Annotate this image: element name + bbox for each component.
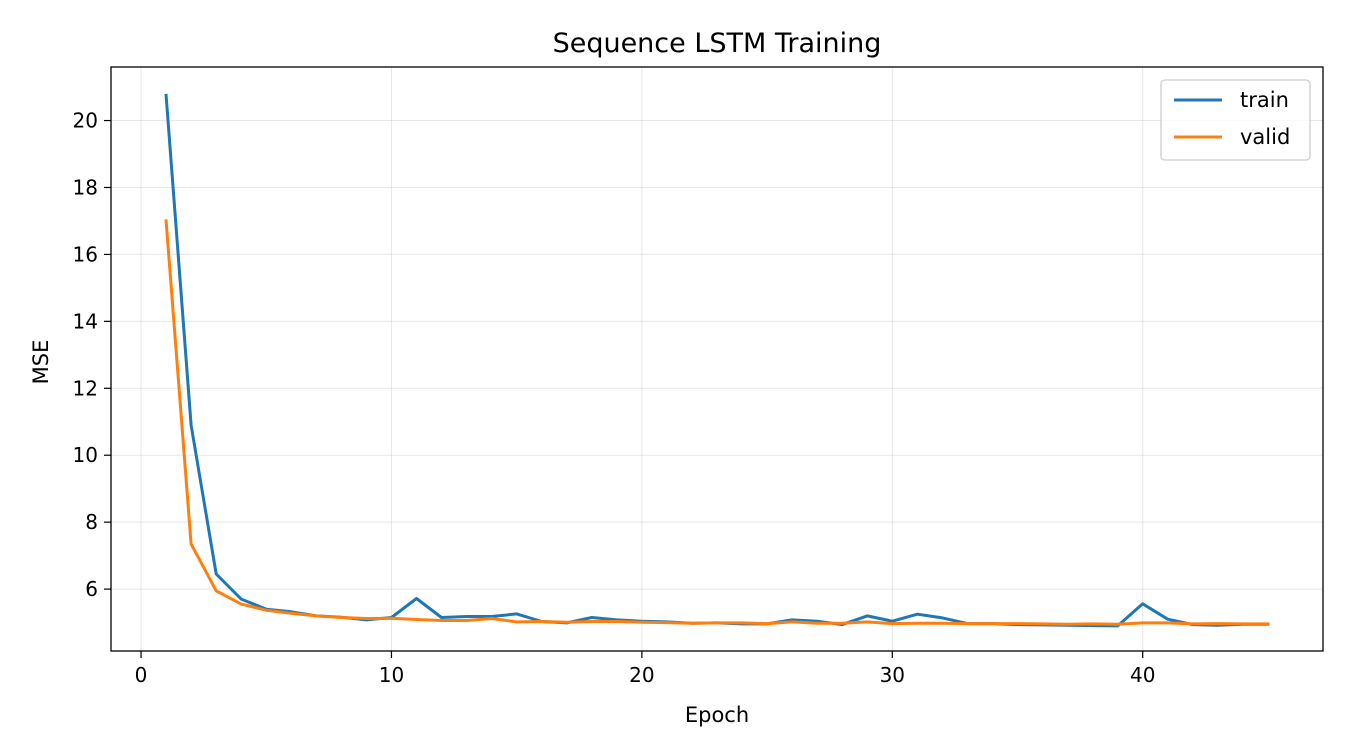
legend-valid-label: valid [1240,125,1290,149]
x-tick-label: 40 [1130,663,1155,687]
series-line-train [164,93,1270,628]
y-tick-label: 12 [73,376,98,400]
x-tick-label: 10 [379,663,404,687]
grid-layer [111,67,1323,651]
y-tick-label: 10 [73,443,98,467]
x-tick-label: 30 [880,663,905,687]
tick-layer: 0 10 20 30 40 6 8 10 12 14 16 18 20 [73,109,1156,687]
y-axis-label: MSE [29,340,53,385]
legend-train-label: train [1240,88,1289,112]
x-tick-label: 20 [629,663,654,687]
y-tick-label: 20 [73,109,98,133]
series-line-valid [164,219,1270,626]
plot-area-frame [110,66,1324,652]
x-tick-label: 0 [135,663,148,687]
y-tick-label: 8 [85,510,98,534]
y-tick-label: 14 [73,309,98,333]
y-tick-label: 18 [73,175,98,199]
legend: train valid [1160,79,1311,161]
x-axis-label: Epoch [685,703,749,727]
series-layer [164,93,1270,628]
y-tick-label: 16 [73,242,98,266]
y-tick-label: 6 [85,577,98,601]
chart-title: Sequence LSTM Training [553,28,882,59]
